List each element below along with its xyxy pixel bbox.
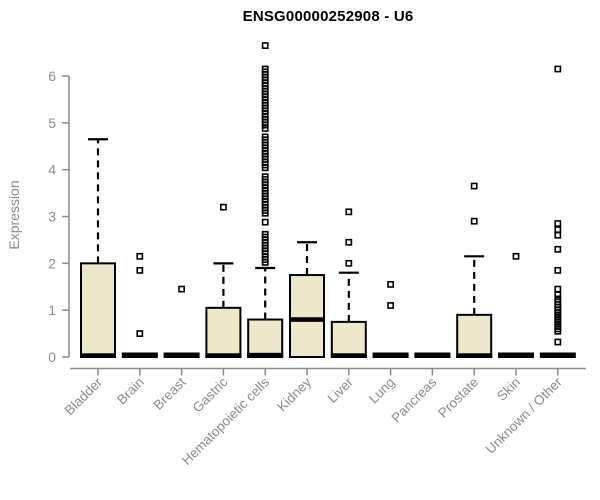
y-tick-label: 3 xyxy=(48,209,56,225)
x-tick-label-gastric: Gastric xyxy=(190,374,231,415)
outlier-point xyxy=(345,259,353,267)
median-line xyxy=(330,353,367,358)
boxplot-liver xyxy=(330,208,367,359)
median-line xyxy=(456,353,493,358)
outlier-point xyxy=(554,65,562,73)
outlier-point xyxy=(136,266,144,274)
median-line xyxy=(205,353,242,358)
box xyxy=(247,318,284,359)
y-tick-label: 0 xyxy=(48,349,56,365)
zero-bar xyxy=(539,352,576,358)
outlier-point xyxy=(387,302,394,309)
outlier-point xyxy=(345,238,353,246)
y-tick-label: 4 xyxy=(48,162,56,178)
y-tick-label: 2 xyxy=(48,255,56,271)
chart-title: ENSG00000252908 - U6 xyxy=(242,8,414,25)
zero-bar xyxy=(498,352,534,358)
outlier-point xyxy=(554,231,562,239)
boxplot-prostate xyxy=(456,182,493,358)
zero-bar xyxy=(414,352,451,358)
box xyxy=(205,306,242,358)
outlier-point xyxy=(554,291,562,299)
y-tick-label: 6 xyxy=(48,68,56,84)
x-tick-label-breast: Breast xyxy=(151,374,189,412)
outlier-point xyxy=(136,330,144,337)
y-tick-label: 1 xyxy=(48,302,56,318)
boxplot-hematopoietic-cells xyxy=(247,42,284,359)
median-line xyxy=(289,317,325,322)
x-tick-label-unknown-other: Unknown / Other xyxy=(483,374,566,457)
zero-bar xyxy=(121,352,158,358)
x-tick-label-brain: Brain xyxy=(114,375,147,408)
outlier-point xyxy=(470,217,478,225)
outlier-point xyxy=(136,252,144,260)
box xyxy=(80,262,116,358)
median-line xyxy=(80,353,116,358)
outlier-point xyxy=(345,208,353,216)
outlier-point xyxy=(554,285,562,293)
outlier-point xyxy=(261,259,269,266)
outlier-point xyxy=(261,164,269,172)
boxplot-pancreas xyxy=(414,352,451,358)
x-tick-label-lung: Lung xyxy=(366,375,398,407)
box xyxy=(456,313,493,358)
boxplot-bladder xyxy=(80,138,116,358)
outlier-point xyxy=(220,203,227,211)
boxplot-gastric xyxy=(205,203,242,358)
outlier-point xyxy=(261,209,269,217)
x-tick-label-prostate: Prostate xyxy=(435,375,481,421)
outlier-point xyxy=(261,218,269,226)
zero-bar xyxy=(372,352,409,358)
y-axis: 0 1 2 3 4 5 6 xyxy=(48,68,70,365)
boxplot-unknown-other xyxy=(539,65,576,358)
x-tick-label-bladder: Bladder xyxy=(62,374,106,418)
outlier-point xyxy=(261,42,269,49)
median-line xyxy=(247,352,284,358)
boxplot-skin xyxy=(498,252,534,358)
boxplot-lung xyxy=(372,281,409,358)
outlier-point xyxy=(554,266,562,274)
outlier-point xyxy=(554,226,562,234)
outlier-point xyxy=(554,245,562,253)
box xyxy=(330,320,367,359)
boxplot-brain xyxy=(121,252,158,358)
box xyxy=(289,274,325,358)
outlier-point xyxy=(470,182,478,190)
x-tick-label-liver: Liver xyxy=(325,374,357,406)
boxplot-breast xyxy=(163,285,200,358)
outlier-point xyxy=(178,285,185,293)
x-tick-label-kidney: Kidney xyxy=(274,374,314,414)
x-tick-label-pancreas: Pancreas xyxy=(389,374,440,425)
outlier-point xyxy=(261,125,269,132)
outlier-point xyxy=(387,281,394,288)
outlier-point xyxy=(554,327,562,335)
outlier-point xyxy=(554,220,562,227)
zero-bar xyxy=(163,352,200,358)
outlier-point xyxy=(512,252,520,260)
x-tick-label-skin: Skin xyxy=(494,375,523,404)
outlier-point xyxy=(554,338,562,346)
boxplot-kidney xyxy=(289,241,325,358)
y-tick-label: 5 xyxy=(48,115,56,131)
